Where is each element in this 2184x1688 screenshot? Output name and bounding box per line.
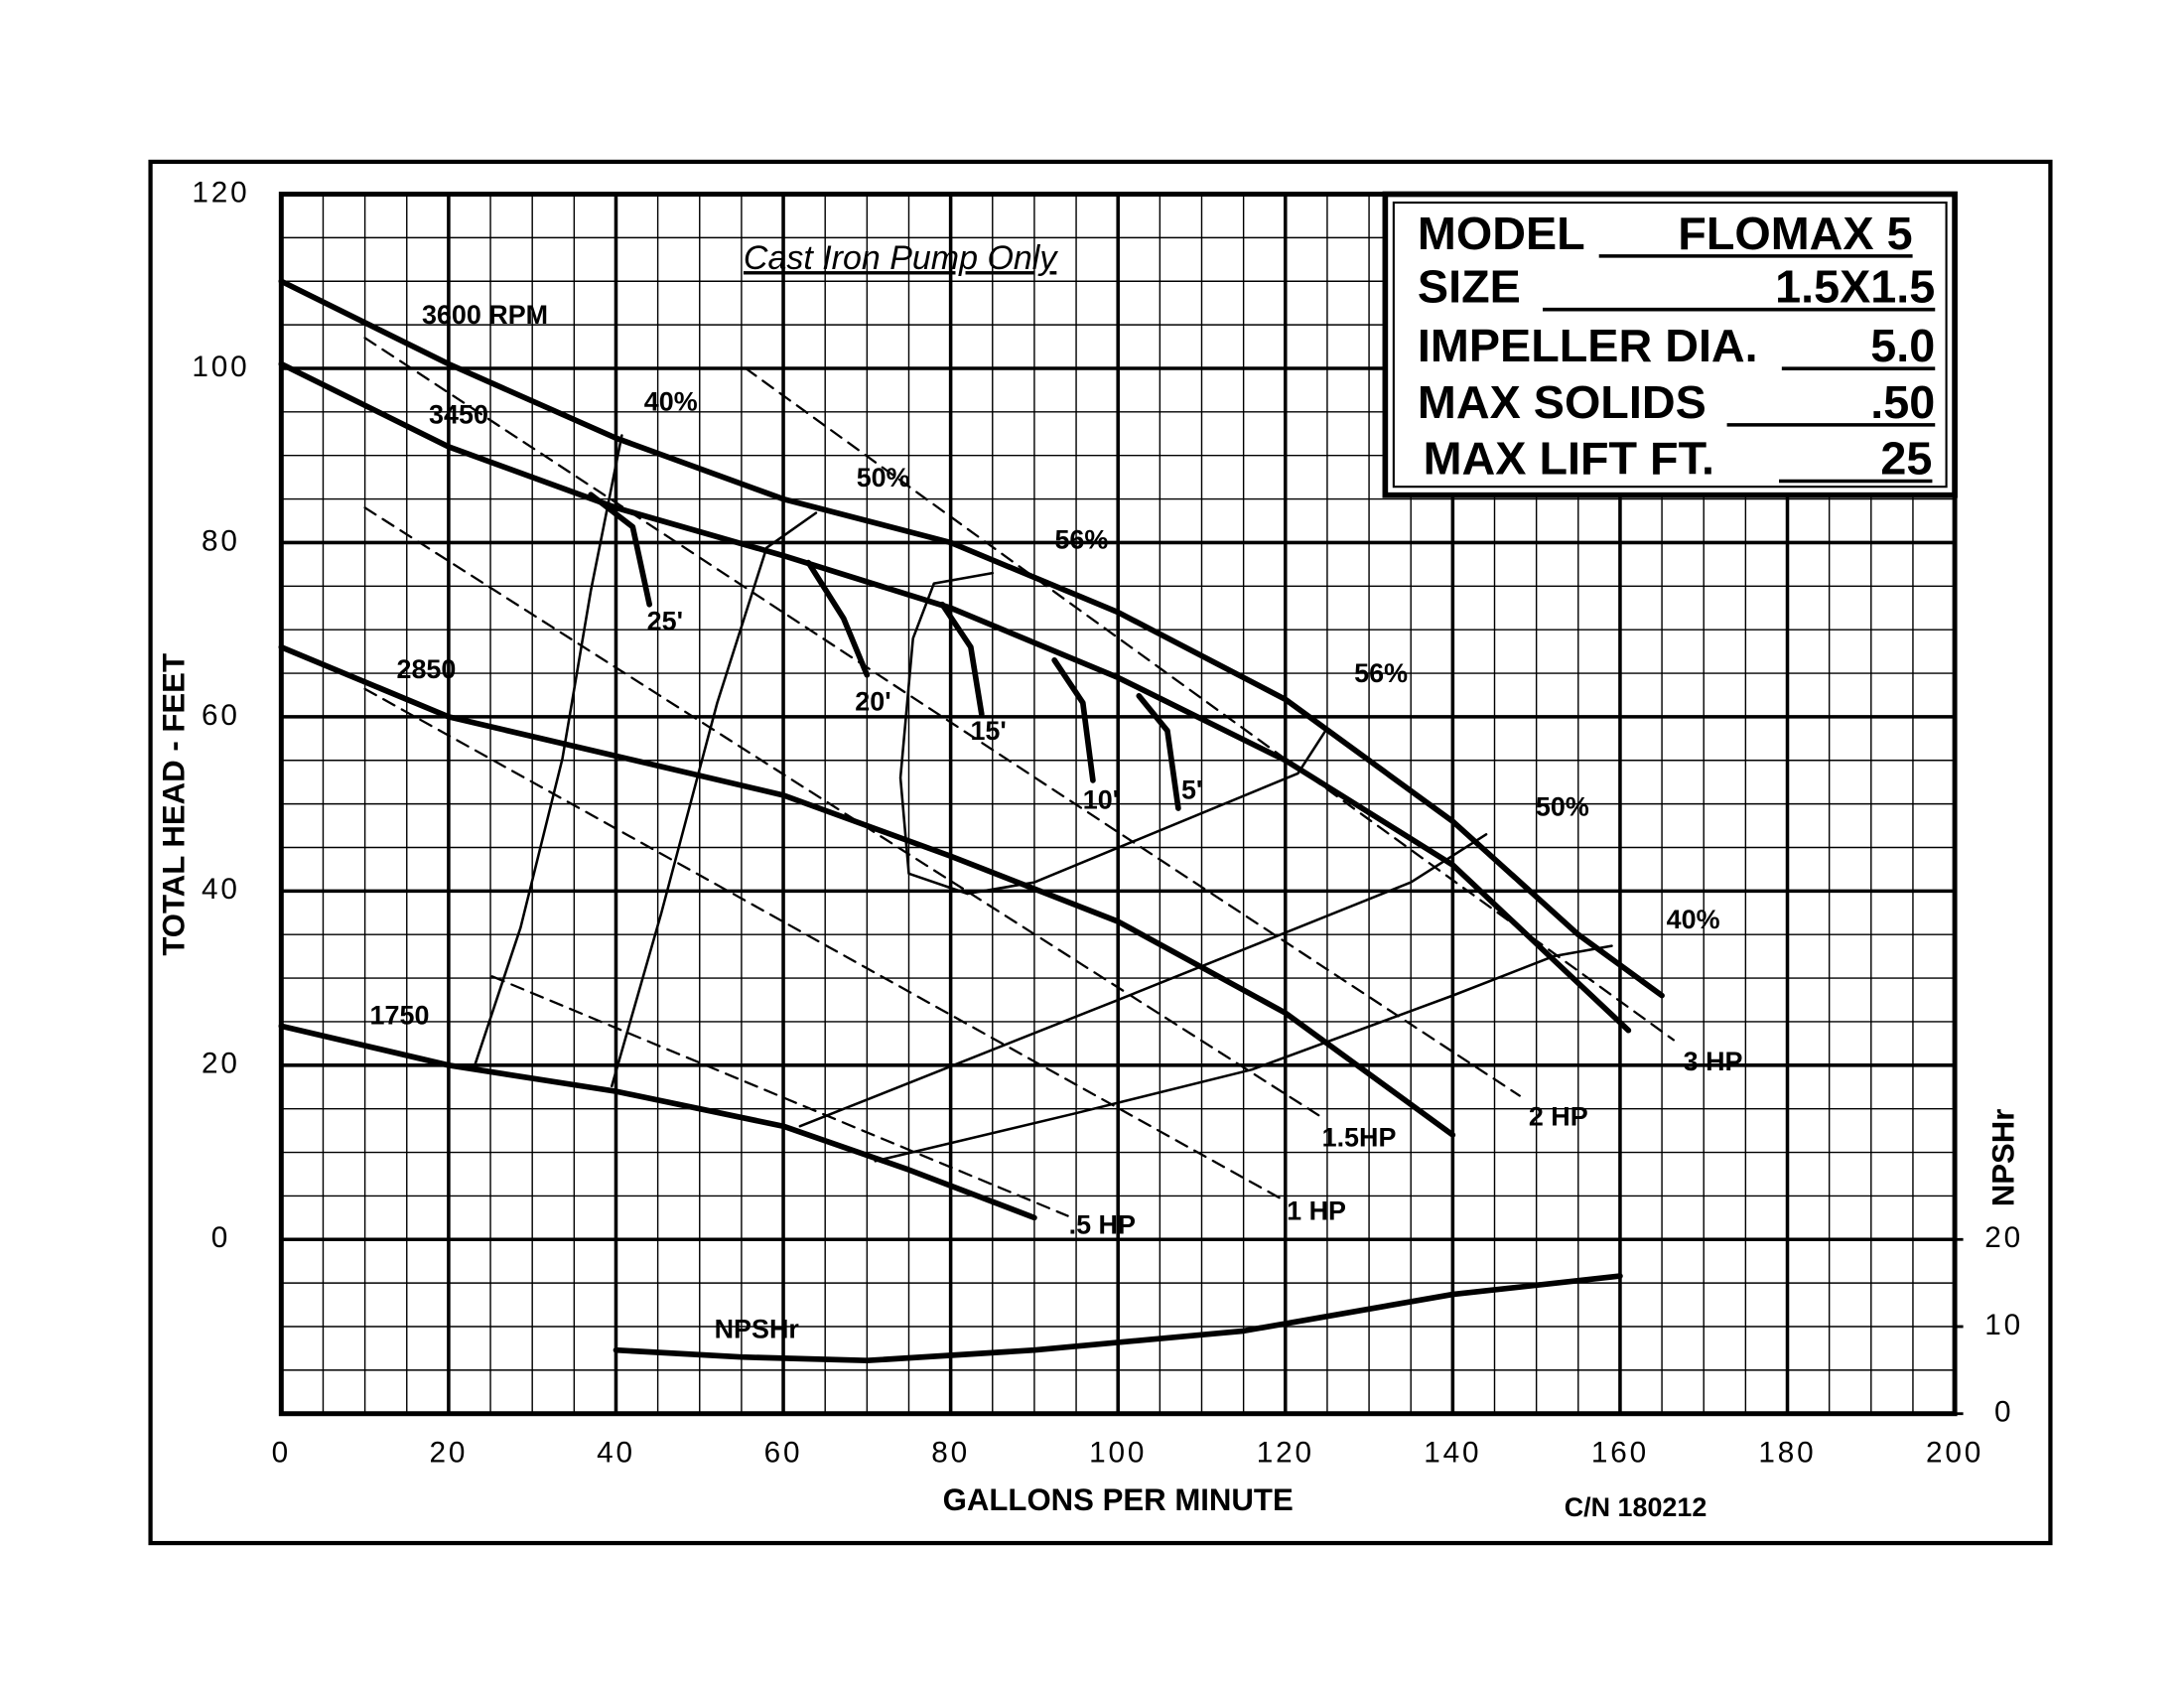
series-line bbox=[278, 643, 1456, 1138]
series-label: 50% bbox=[1536, 792, 1589, 822]
series-line bbox=[363, 337, 1521, 1097]
info-value: FLOMAX 5 bbox=[1678, 208, 1912, 259]
series-line bbox=[798, 833, 1488, 1128]
info-value: .50 bbox=[1870, 376, 1935, 428]
info-box-frame bbox=[1382, 191, 1958, 498]
x-tick-label: 120 bbox=[1257, 1437, 1314, 1470]
series-label: 56% bbox=[1354, 658, 1408, 688]
series-label: NPSHr bbox=[715, 1314, 800, 1343]
info-value: 1.5X1.5 bbox=[1775, 261, 1935, 313]
chart-title: Cast Iron Pump Only bbox=[744, 239, 1058, 277]
series-label: 15' bbox=[970, 716, 1006, 746]
y-tick-label: 40 bbox=[202, 873, 240, 906]
series-label: 2 HP bbox=[1529, 1101, 1588, 1131]
series-label: .5 HP bbox=[1069, 1209, 1136, 1239]
y-tick-label: 100 bbox=[192, 351, 249, 383]
y-tick-label: 20 bbox=[202, 1048, 240, 1080]
info-box-inner bbox=[1392, 201, 1948, 489]
info-label: IMPELLER DIA. bbox=[1418, 320, 1758, 371]
y-tick-label: 120 bbox=[192, 176, 249, 209]
series-label: 56% bbox=[1054, 525, 1108, 555]
series-label: 5' bbox=[1181, 775, 1202, 805]
info-value: 25 bbox=[1880, 432, 1932, 484]
series-label: 10' bbox=[1083, 785, 1119, 815]
x-axis-label: GALLONS PER MINUTE bbox=[943, 1482, 1294, 1517]
series-line bbox=[363, 687, 1287, 1202]
series-line bbox=[474, 434, 623, 1065]
plot-frame bbox=[278, 192, 1958, 1417]
x-tick-label: 0 bbox=[272, 1437, 291, 1470]
series-line bbox=[278, 1023, 1037, 1221]
series-line bbox=[363, 506, 1324, 1119]
x-tick-label: 140 bbox=[1424, 1437, 1481, 1470]
chart-note: C/N 180212 bbox=[1565, 1492, 1707, 1522]
series-label: 3 HP bbox=[1684, 1047, 1743, 1076]
y2-axis-label: NPSHr bbox=[1985, 1109, 2020, 1207]
x-tick-label: 20 bbox=[430, 1437, 469, 1470]
info-label: MAX LIFT FT. bbox=[1424, 432, 1714, 484]
series-line bbox=[966, 727, 1329, 896]
info-label: MAX SOLIDS bbox=[1418, 376, 1706, 428]
series-line bbox=[278, 278, 1665, 999]
series-label: 40% bbox=[644, 387, 698, 417]
series-line bbox=[490, 975, 1069, 1217]
y2-tick-label: 10 bbox=[1984, 1309, 2023, 1341]
y-tick-label: 60 bbox=[202, 699, 240, 732]
info-label: MODEL bbox=[1418, 208, 1585, 259]
x-tick-label: 180 bbox=[1758, 1437, 1816, 1470]
series-line bbox=[874, 944, 1613, 1163]
info-value: 5.0 bbox=[1870, 320, 1935, 371]
info-box: MODEL FLOMAX 5 SIZE 1.5X1.5 IMPELLER DIA… bbox=[1382, 191, 1958, 498]
series-line bbox=[278, 360, 1632, 1034]
y-tick-label: 0 bbox=[211, 1221, 230, 1254]
series-label: 1750 bbox=[370, 1000, 430, 1030]
series-label: 3600 RPM bbox=[422, 300, 548, 330]
x-tick-label: 160 bbox=[1591, 1437, 1649, 1470]
series-label: 25' bbox=[647, 607, 683, 636]
series-line bbox=[610, 511, 818, 1088]
y-tick-label: 80 bbox=[202, 524, 240, 557]
series-line bbox=[805, 559, 871, 678]
series-line bbox=[898, 571, 995, 896]
y-axis-label: TOTAL HEAD - FEET bbox=[156, 653, 191, 956]
y2-tick-label: 0 bbox=[1994, 1396, 2013, 1429]
series-line bbox=[588, 492, 653, 608]
outer-border bbox=[148, 159, 2053, 1546]
series-line bbox=[744, 366, 1676, 1042]
x-tick-label: 100 bbox=[1089, 1437, 1147, 1470]
series-label: 1.5HP bbox=[1322, 1123, 1397, 1153]
info-label: SIZE bbox=[1418, 261, 1521, 313]
series-label: 20' bbox=[855, 686, 890, 716]
series-label: 2850 bbox=[396, 654, 456, 684]
series-line bbox=[1051, 657, 1096, 783]
series-line bbox=[1136, 693, 1181, 811]
x-tick-label: 40 bbox=[597, 1437, 635, 1470]
y2-tick-label: 20 bbox=[1984, 1221, 2023, 1254]
series-line bbox=[613, 1273, 1623, 1364]
x-tick-label: 60 bbox=[764, 1437, 803, 1470]
series-label: 40% bbox=[1667, 905, 1720, 934]
x-tick-label: 200 bbox=[1926, 1437, 1983, 1470]
series-label: 3450 bbox=[429, 399, 488, 429]
series-line bbox=[939, 601, 985, 718]
series-label: 1 HP bbox=[1287, 1196, 1346, 1225]
x-tick-label: 80 bbox=[931, 1437, 970, 1470]
